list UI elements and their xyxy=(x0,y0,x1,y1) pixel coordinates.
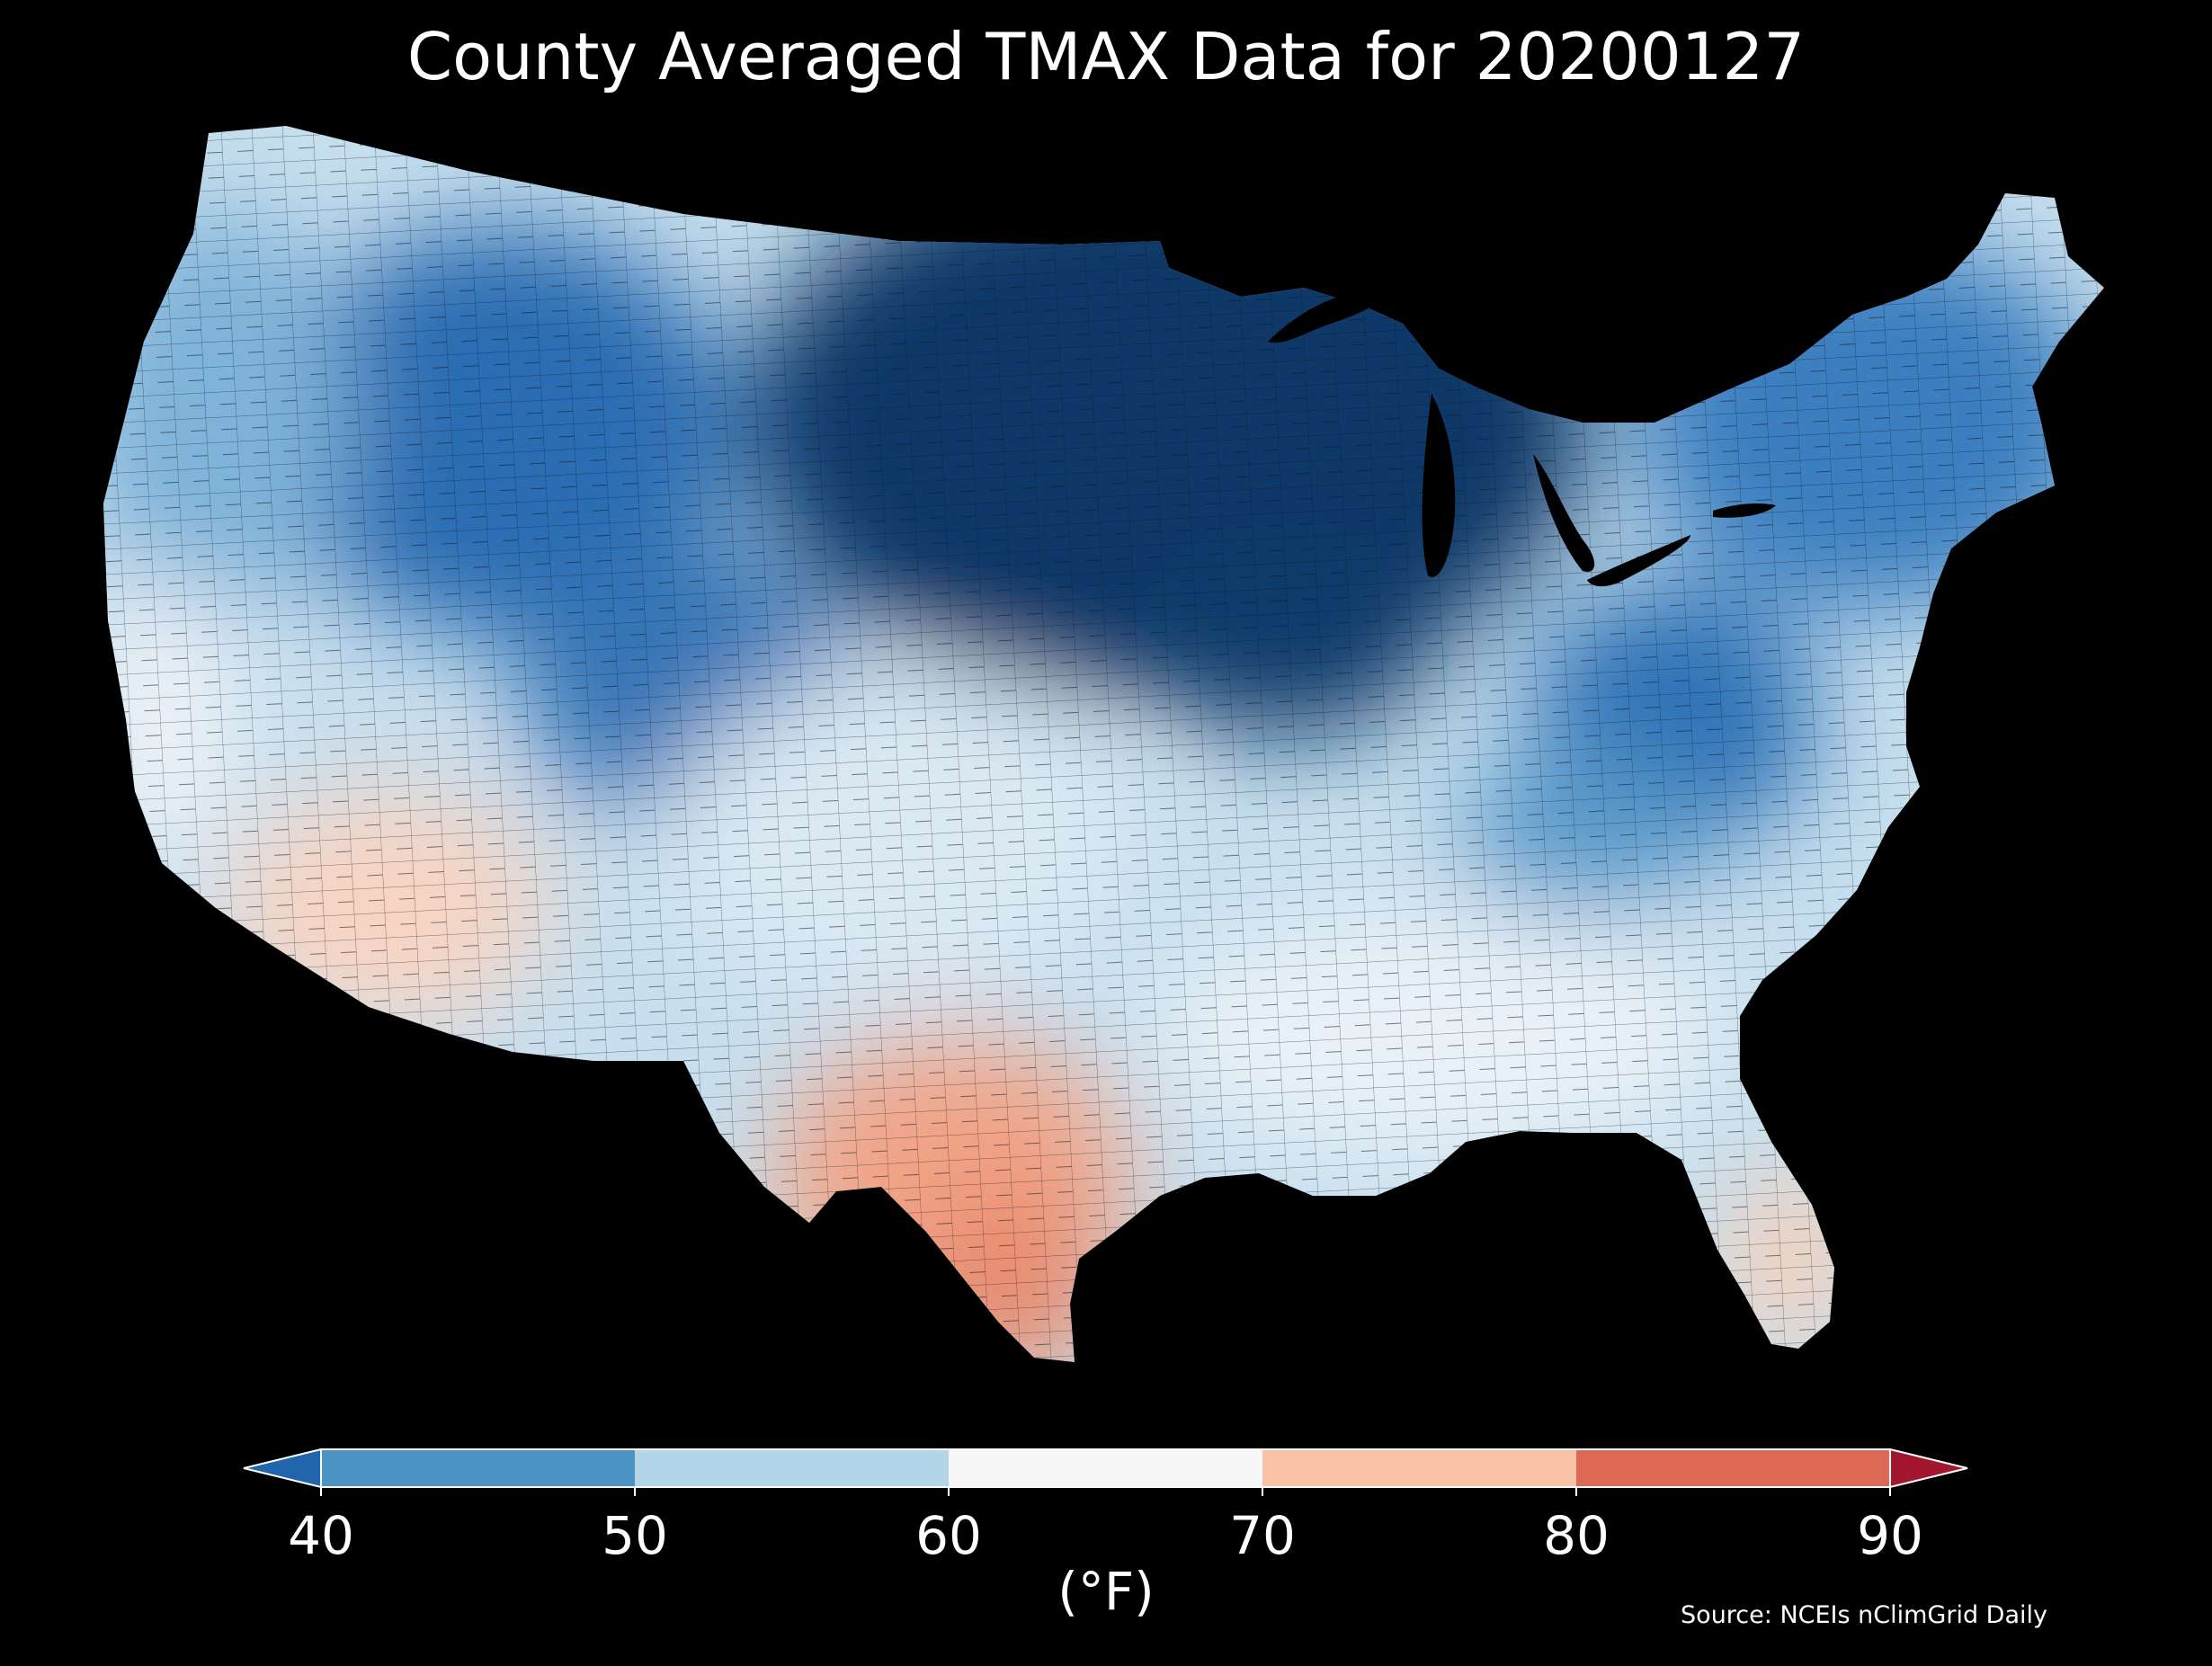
lake-superior xyxy=(1268,289,1386,343)
colorbar-tick-label: 70 xyxy=(1229,1505,1296,1566)
lake-huron xyxy=(1533,454,1595,572)
county-boundaries xyxy=(103,126,2104,1362)
colorbar-unit-label: (°F) xyxy=(1057,1561,1155,1622)
colorbar-tick-label: 90 xyxy=(1857,1505,1923,1566)
colorbar-ticks: 40 50 60 70 80 90 xyxy=(288,1487,1923,1566)
colorbar-tick-label: 50 xyxy=(602,1505,668,1566)
lake-michigan xyxy=(1422,394,1456,577)
colorbar-bin-50-60 xyxy=(635,1449,949,1487)
contiguous-us xyxy=(103,126,2104,1362)
colorbar-bin-60-70 xyxy=(949,1449,1262,1487)
colorbar-tick-label: 80 xyxy=(1543,1505,1610,1566)
colorbar-bin-40-50 xyxy=(321,1449,635,1487)
lake-erie xyxy=(1587,535,1690,587)
map-title: County Averaged TMAX Data for 20200127 xyxy=(406,19,1806,94)
colorbar-bins xyxy=(321,1449,1890,1487)
colorbar-tick-label: 40 xyxy=(288,1505,354,1566)
lake-ontario xyxy=(1713,503,1776,518)
colorbar-bin-80-90 xyxy=(1576,1449,1890,1487)
great-lakes xyxy=(1268,289,1776,587)
colorbar-extend-high xyxy=(1889,1448,1968,1489)
source-note: Source: NCEIs nClimGrid Daily xyxy=(1681,1601,2047,1629)
colorbar-extend-low xyxy=(243,1448,322,1489)
colorbar-tick-label: 60 xyxy=(915,1505,982,1566)
colorbar: 40 50 60 70 80 90 xyxy=(243,1448,1968,1566)
colorbar-bin-70-80 xyxy=(1262,1449,1576,1487)
